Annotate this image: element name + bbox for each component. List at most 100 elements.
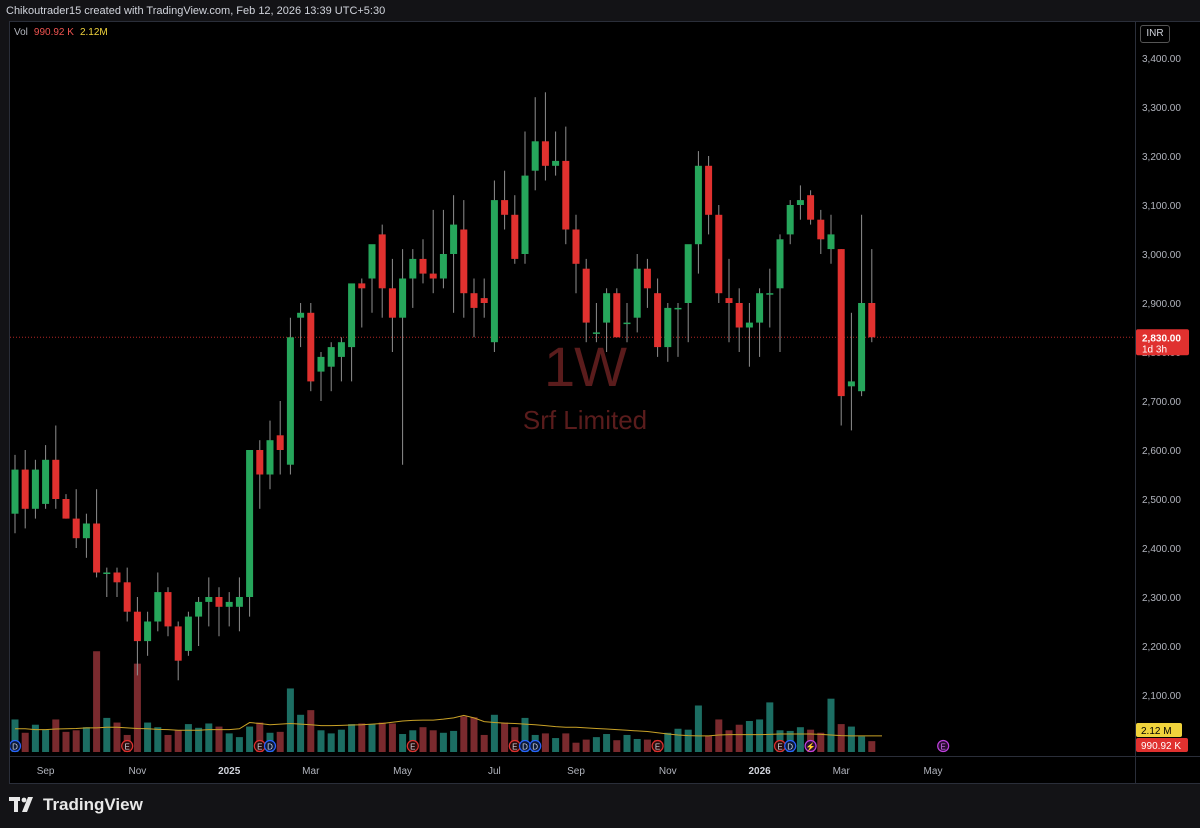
event-earnings-icon: E: [121, 739, 134, 753]
tradingview-logo[interactable]: TradingView: [9, 793, 143, 817]
volume-bar: [572, 742, 580, 752]
candle-body: [409, 258, 417, 279]
volume-bar: [103, 717, 111, 752]
candle-body: [297, 312, 305, 318]
volume-bar: [490, 714, 498, 752]
price-tick-label: 2,600.00: [1142, 446, 1181, 457]
price-tick-label: 3,300.00: [1142, 103, 1181, 114]
volume-bar: [205, 723, 213, 752]
event-marker-label: E: [257, 743, 262, 752]
event-dividend-icon: D: [263, 739, 277, 753]
event-marker: [651, 739, 664, 753]
chart-plot-area[interactable]: [9, 21, 1136, 757]
event-earnings-icon: E: [651, 739, 664, 753]
axis-corner: [1136, 757, 1200, 784]
volume-bar: [705, 735, 713, 752]
volume-bar: [633, 738, 641, 752]
time-tick-label: Mar: [833, 766, 851, 777]
candle-body: [603, 293, 611, 323]
volume-bar: [511, 727, 519, 752]
volume-ma-line: [15, 714, 882, 737]
candle-body: [133, 611, 141, 642]
time-axis[interactable]: [9, 757, 1136, 784]
volume-bar: [694, 705, 702, 752]
candle-body: [215, 597, 223, 607]
volume-bar: [133, 663, 141, 752]
candle-body: [725, 298, 733, 303]
candle-body: [103, 572, 111, 574]
candle-body: [113, 572, 121, 583]
time-tick-label: Sep: [567, 766, 585, 777]
event-marker-label: D: [522, 743, 528, 752]
candle-body: [796, 200, 804, 205]
candle-body: [307, 312, 315, 382]
time-tick-label: 2025: [218, 766, 241, 777]
candle-body: [868, 303, 876, 338]
candle-body: [368, 244, 376, 279]
event-marker-label: E: [512, 743, 517, 752]
candle-body: [21, 469, 29, 509]
candle-body: [11, 469, 19, 514]
candle-body: [327, 347, 335, 367]
volume-bar: [378, 722, 386, 752]
candle-body: [572, 229, 580, 264]
volume-badge-label: 990.92 K: [1141, 741, 1181, 752]
event-marker: [529, 739, 542, 753]
event-marker-label: D: [267, 743, 273, 752]
volume-bar: [164, 734, 172, 752]
candle-body: [174, 626, 182, 661]
candle-body: [62, 499, 70, 519]
event-dividend-icon: D: [518, 739, 532, 753]
candle-body: [786, 205, 794, 235]
candle-body: [246, 450, 254, 597]
volume-legend-ma-value: 2.12M: [79, 27, 108, 38]
volume-bar: [11, 719, 19, 752]
price-tick-label: 3,400.00: [1142, 54, 1181, 65]
volume-bar: [521, 717, 529, 752]
candle-body: [235, 597, 243, 607]
volume-bar: [62, 731, 70, 752]
event-marker: [406, 739, 419, 753]
candle-body: [511, 214, 519, 259]
volume-bar: [337, 729, 345, 752]
candle-body: [195, 601, 203, 617]
tradingview-logo-icon: [9, 797, 33, 812]
volume-bar: [72, 730, 80, 752]
event-earnings-icon: E: [406, 739, 419, 753]
event-marker: [784, 739, 797, 753]
candle-body: [735, 303, 743, 328]
candle-body: [674, 307, 682, 310]
volume-bar: [82, 727, 90, 752]
volume-bar: [837, 724, 845, 752]
price-axis[interactable]: [1136, 21, 1200, 757]
candle-body: [766, 293, 774, 295]
volume-bar: [399, 734, 407, 752]
volume-bar: [144, 722, 152, 752]
volume-bar: [52, 719, 60, 752]
event-earnings-future-icon: E: [937, 739, 950, 753]
candle-body: [256, 450, 264, 475]
volume-bar: [368, 724, 376, 752]
volume-legend[interactable]: Vol 990.92 K 2.12M: [14, 27, 108, 38]
currency-button[interactable]: INR: [1140, 25, 1170, 43]
volume-bar: [715, 719, 723, 752]
candle-body: [490, 200, 498, 343]
candle-body: [225, 601, 233, 607]
last-price-label: 2,830.00: [1142, 333, 1181, 344]
volume-bar: [195, 727, 203, 752]
volume-bar: [684, 729, 692, 752]
candle-body: [613, 293, 621, 338]
candle-body: [592, 332, 600, 334]
candle-body: [388, 288, 396, 318]
volume-bar: [286, 688, 294, 752]
candle-body: [664, 307, 672, 348]
volume-bar: [327, 733, 335, 752]
volume-bar: [358, 723, 366, 752]
volume-badge-bg: [1136, 738, 1188, 752]
last-price-badge-bg: [1136, 329, 1189, 356]
candle-body: [501, 200, 509, 215]
candle-body: [184, 616, 192, 651]
candle-body: [378, 234, 386, 289]
